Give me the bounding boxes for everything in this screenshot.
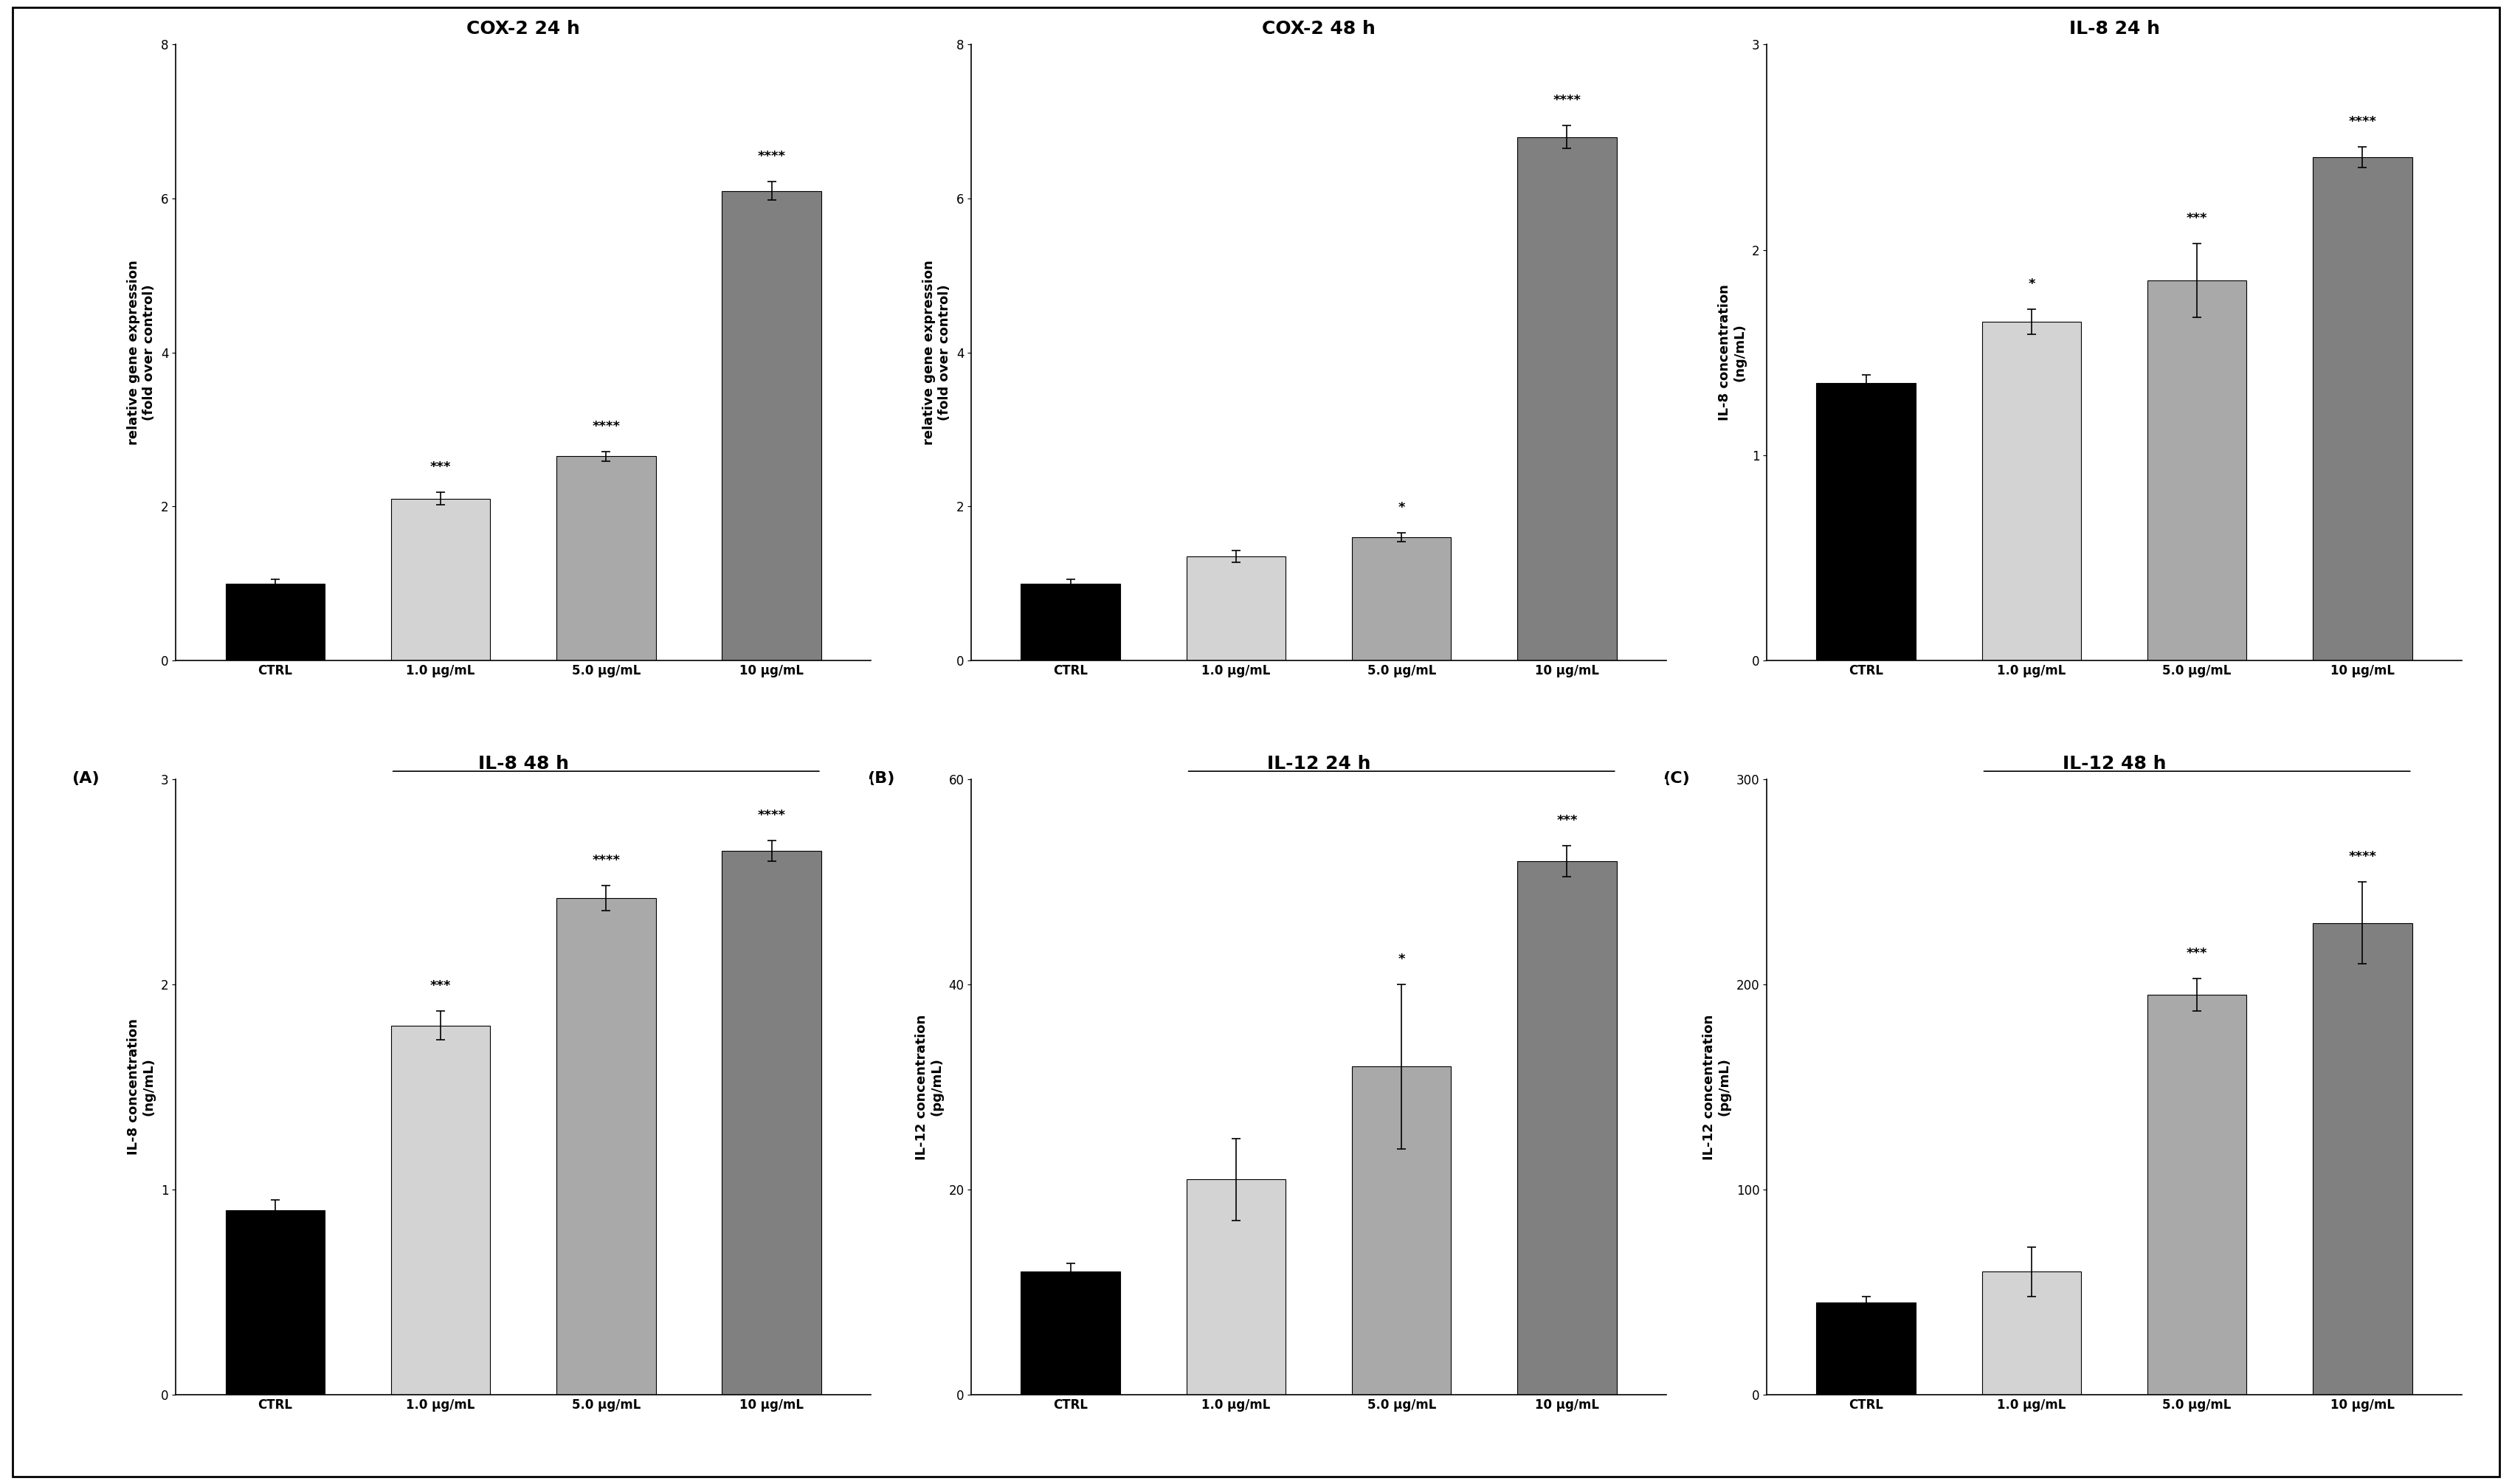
Bar [226,583,324,660]
Text: ***: *** [2185,212,2208,226]
Bar [558,457,656,660]
Bar [1517,137,1618,660]
Bar [1982,322,2080,660]
Text: (B): (B) [867,772,894,787]
Bar [1186,556,1286,660]
Title: IL-8 24 h: IL-8 24 h [2070,21,2160,39]
Text: (A): (A) [73,772,100,787]
Text: ****: **** [593,420,620,433]
Y-axis label: relative gene expression
(fold over control): relative gene expression (fold over cont… [128,260,156,445]
Bar [1351,537,1452,660]
Y-axis label: IL-12 concentration
(pg/mL): IL-12 concentration (pg/mL) [914,1014,945,1160]
Text: ***: *** [1557,815,1578,828]
Text: + LPS: + LPS [585,827,625,840]
Y-axis label: relative gene expression
(fold over control): relative gene expression (fold over cont… [922,260,952,445]
Title: IL-12 48 h: IL-12 48 h [2062,755,2165,773]
Text: ****: **** [593,855,620,867]
Text: ***: *** [430,979,452,993]
Bar [1816,1303,1917,1395]
Text: ****: **** [2349,850,2376,864]
Text: *: * [1399,500,1404,513]
Bar [1816,383,1917,660]
Text: ****: **** [1552,93,1580,107]
Text: ***: *** [2185,947,2208,960]
Bar [1351,1067,1452,1395]
Bar [558,898,656,1395]
Bar [226,1211,324,1395]
Title: IL-12 24 h: IL-12 24 h [1266,755,1372,773]
Bar [721,850,821,1395]
Bar [2314,157,2412,660]
Bar [392,499,490,660]
Bar [2314,923,2412,1395]
Text: + LPS: + LPS [2178,827,2218,840]
Text: *: * [1399,953,1404,966]
Text: + LPS: + LPS [1382,827,1422,840]
Text: *: * [2027,278,2035,291]
Bar [1020,1272,1120,1395]
Bar [721,191,821,660]
Bar [392,1025,490,1395]
Y-axis label: IL-12 concentration
(pg/mL): IL-12 concentration (pg/mL) [1703,1014,1731,1160]
Title: COX-2 24 h: COX-2 24 h [467,21,580,39]
Y-axis label: IL-8 concentration
(ng/mL): IL-8 concentration (ng/mL) [128,1020,156,1155]
Y-axis label: IL-8 concentration
(ng/mL): IL-8 concentration (ng/mL) [1718,285,1746,420]
Text: ****: **** [759,809,786,822]
Bar [1020,583,1120,660]
Text: ***: *** [430,462,452,473]
Bar [1517,861,1618,1395]
Text: ****: **** [2349,116,2376,129]
Title: COX-2 48 h: COX-2 48 h [1261,21,1377,39]
Bar [1186,1180,1286,1395]
Bar [1982,1272,2080,1395]
Bar [2148,280,2246,660]
Text: (C): (C) [1663,772,1691,787]
Bar [2148,994,2246,1395]
Title: IL-8 48 h: IL-8 48 h [477,755,568,773]
Text: ****: **** [759,150,786,163]
